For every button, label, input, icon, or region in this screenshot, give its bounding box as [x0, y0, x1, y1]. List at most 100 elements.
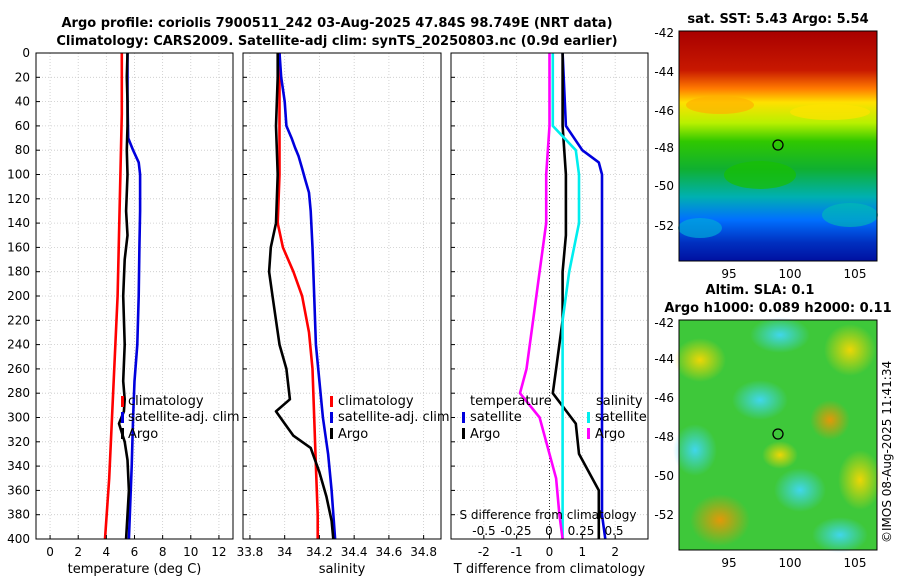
figure-title-line1: Argo profile: coriolis 7900511_242 03-Au…	[61, 16, 612, 31]
sla-ytick: -42	[654, 316, 674, 330]
y-tick-label: 100	[7, 168, 30, 182]
series-line-satellite-adj-clim	[278, 52, 337, 540]
x-tick-label: 12	[211, 545, 226, 559]
y-tick-label: 120	[7, 192, 30, 206]
s-difference-ticks: -0.5 -0.25 0 0.25 0.5	[472, 524, 623, 538]
y-tick-label: 340	[7, 459, 30, 473]
legend-s-argo-label: Argo	[595, 427, 625, 442]
y-tick-label: 200	[7, 289, 30, 303]
x-tick-label: 34.8	[410, 545, 437, 559]
legend-s-satellite-swatch	[587, 412, 590, 423]
sla-map-frame	[678, 319, 878, 551]
sst-map-axes: -42 -44 -46 -48 -50 -52 95 100 105	[654, 26, 866, 281]
legend-satellite-label: satellite-adj. clim	[128, 410, 240, 425]
argo-location-marker	[772, 428, 784, 440]
y-tick-label: 300	[7, 411, 30, 425]
sla-ytick: -44	[654, 352, 674, 366]
x-axis-label: temperature (deg C)	[68, 562, 202, 577]
x-tick-label: -2	[478, 545, 490, 559]
x-tick-label: 0	[46, 545, 54, 559]
sst-warm-patch	[790, 104, 870, 120]
legend-climatology-swatch	[330, 396, 333, 407]
x-tick-label: 2	[611, 545, 619, 559]
x-tick-label: 2	[74, 545, 82, 559]
legend-s-satellite-label: satellite	[595, 410, 647, 425]
temperature-panel: 0 2 4 6 8 10 120204060801001201401601802002202…	[7, 46, 234, 577]
salinity-panel: 33.8 34 34.2 34.4 34.6 34.8 salinity	[237, 52, 442, 577]
series-line-temperature-satellite	[561, 52, 607, 540]
legend-satellite-label: satellite-adj. clim	[338, 410, 450, 425]
sla-map-title-line2: Argo h1000: 0.089 h2000: 0.11	[664, 301, 891, 316]
sla-high-anomaly	[674, 338, 726, 382]
sla-map-title-line1: Altim. SLA: 0.1	[706, 283, 815, 298]
y-tick-label: 320	[7, 435, 30, 449]
x-tick-label: 34.2	[306, 545, 333, 559]
sla-high-anomaly	[810, 400, 850, 440]
legend-temperature-title: temperature	[470, 394, 552, 409]
y-tick-label: 380	[7, 508, 30, 522]
y-tick-label: 40	[15, 95, 30, 109]
sla-ytick: -46	[654, 391, 674, 405]
y-tick-label: 20	[15, 70, 30, 84]
series-line-argo	[267, 53, 335, 540]
temperature-legend: climatology satellite-adj. clim Argo	[121, 394, 240, 442]
legend-argo-label: Argo	[338, 427, 368, 442]
sla-low-anomaly	[812, 517, 868, 553]
legend-t-argo-label: Argo	[470, 427, 500, 442]
imos-credit: ©IMOS 08-Aug-2025 11:41:34	[880, 361, 894, 543]
legend-climatology-label: climatology	[338, 394, 414, 409]
legend-argo-swatch	[121, 428, 124, 439]
y-tick-label: 60	[15, 119, 30, 133]
y-tick-label: 280	[7, 386, 30, 400]
legend-argo-label: Argo	[128, 427, 158, 442]
x-axis-label: T difference from climatology	[453, 562, 646, 577]
y-tick-label: 180	[7, 265, 30, 279]
sst-cool-patch	[822, 203, 878, 227]
sst-cool-patch	[678, 218, 722, 238]
series-line-satellite-adj-clim	[126, 53, 142, 540]
series-line-temperature-argo	[551, 53, 601, 539]
y-tick-label: 360	[7, 483, 30, 497]
legend-t-argo-swatch	[462, 428, 465, 439]
x-tick-label: 1	[579, 545, 587, 559]
legend-salinity-title: salinity	[596, 394, 643, 409]
sla-low-anomaly	[750, 317, 810, 353]
legend-satellite-swatch	[330, 412, 333, 423]
sla-xtick: 100	[779, 556, 802, 570]
x-tick-label: 34	[277, 545, 292, 559]
sst-map	[678, 30, 878, 262]
s-diff-tick: 0	[545, 524, 553, 538]
sst-map-title: sat. SST: 5.43 Argo: 5.54	[687, 12, 868, 27]
difference-legend: temperature satellite Argo salinity sate…	[462, 394, 647, 442]
figure-title-line2: Climatology: CARS2009. Satellite-adj cli…	[56, 34, 617, 49]
s-diff-tick: 0.5	[604, 524, 623, 538]
x-tick-label: 4	[103, 545, 111, 559]
s-diff-tick: 0.25	[568, 524, 595, 538]
sst-xtick: 95	[721, 267, 736, 281]
legend-satellite-swatch	[121, 412, 124, 423]
sst-ytick: -48	[654, 141, 674, 155]
x-tick-label: 10	[183, 545, 198, 559]
sla-xtick: 95	[721, 556, 736, 570]
y-tick-label: 240	[7, 338, 30, 352]
sst-green-patch	[724, 161, 796, 189]
x-tick-label: 34.4	[341, 545, 368, 559]
y-tick-label: 140	[7, 216, 30, 230]
difference-panel: -2 -1 0 1 2 T difference from climatology	[450, 52, 649, 577]
x-tick-label: 0	[546, 545, 554, 559]
sla-low-anomaly	[673, 424, 717, 476]
sst-ytick: -50	[654, 179, 674, 193]
y-tick-label: 160	[7, 240, 30, 254]
x-tick-label: -1	[511, 545, 523, 559]
x-tick-label: 33.8	[237, 545, 264, 559]
x-axis-label: salinity	[319, 562, 366, 577]
series-line-salinity-satellite	[551, 53, 581, 539]
s-difference-axis-label: S difference from climatology	[460, 508, 637, 522]
x-tick-label: 34.6	[376, 545, 403, 559]
legend-s-argo-swatch	[587, 428, 590, 439]
y-tick-label: 0	[22, 46, 30, 60]
y-tick-label: 80	[15, 143, 30, 157]
x-tick-label: 6	[131, 545, 139, 559]
sst-warm-patch	[686, 96, 754, 114]
y-tick-label: 400	[7, 532, 30, 546]
